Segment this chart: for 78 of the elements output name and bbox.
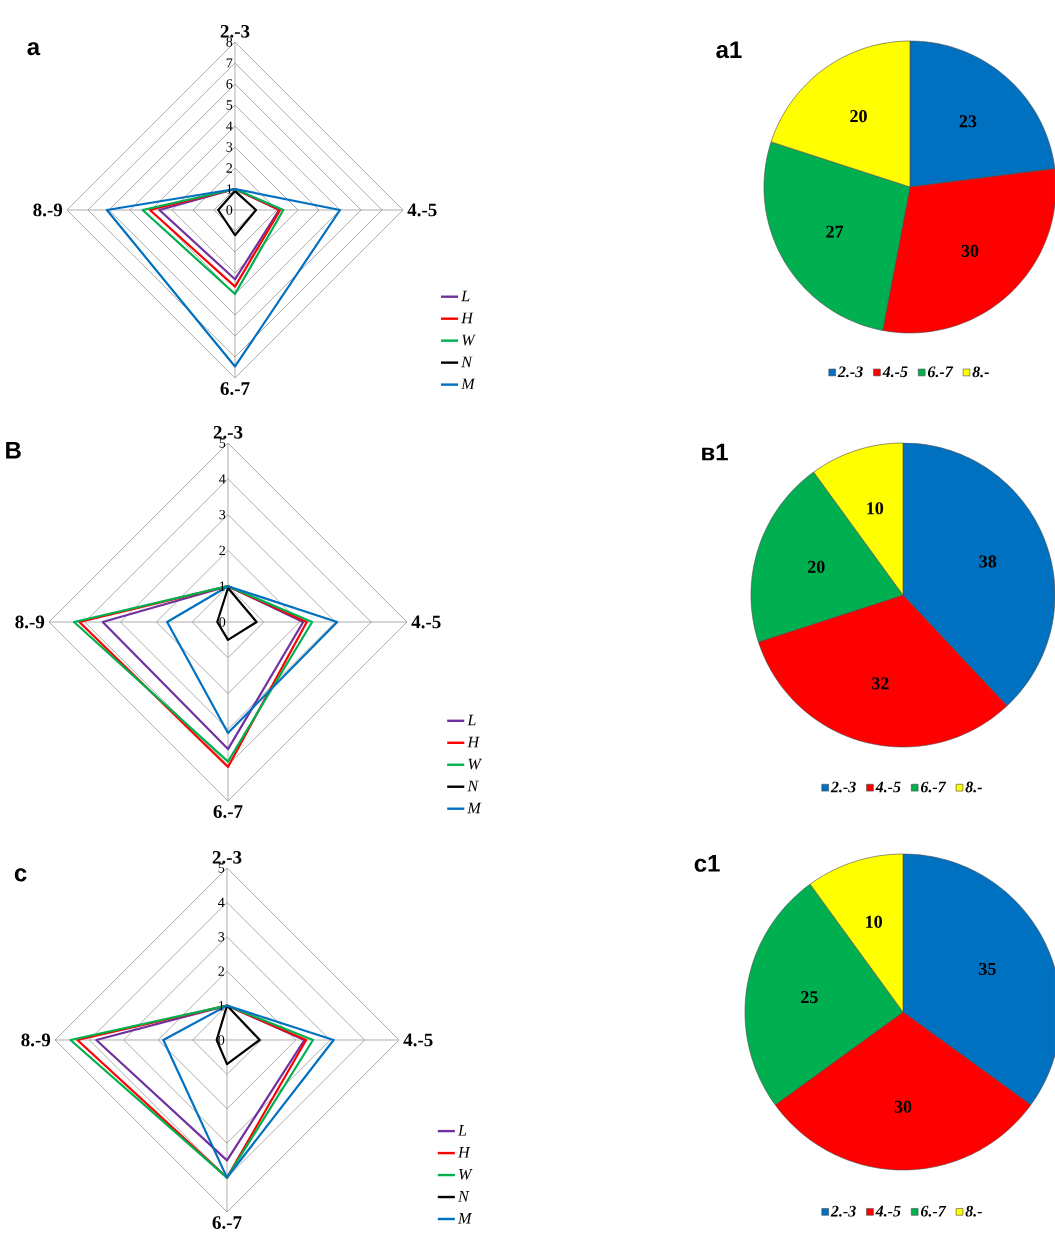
y-tick-label: 2 xyxy=(226,163,233,173)
spoke-label: 6.-7 xyxy=(212,1216,242,1230)
legend-label: N xyxy=(457,1191,470,1202)
spoke-label: 2.-3 xyxy=(220,24,250,38)
legend-label: 2.-3 xyxy=(837,366,863,378)
legend-label: W xyxy=(459,1169,473,1180)
legend-label: W xyxy=(468,758,483,770)
y-tick-label: 5 xyxy=(219,438,226,448)
data-label: 23 xyxy=(959,115,977,128)
legend-label: H xyxy=(461,312,474,324)
spoke-label: 2.-3 xyxy=(212,850,242,864)
y-tick-label: 5 xyxy=(218,863,225,873)
text: B xyxy=(6,441,21,459)
data-label: 35 xyxy=(979,962,996,975)
data-label: 25 xyxy=(801,991,818,1004)
y-tick-label: 4 xyxy=(218,897,225,907)
legend-label: L xyxy=(457,1125,467,1136)
chart-title: a1 xyxy=(716,41,742,59)
spoke-label: 4.-5 xyxy=(407,203,437,217)
legend-label: W xyxy=(462,334,476,346)
y-tick-label: 0 xyxy=(218,1035,225,1045)
spoke-label: 8.-9 xyxy=(15,615,45,629)
legend-label: N xyxy=(467,780,479,792)
legend-label: M xyxy=(457,1213,473,1224)
y-tick-label: 3 xyxy=(226,142,233,152)
data-label: 38 xyxy=(979,555,997,568)
data-label: 30 xyxy=(894,1100,912,1113)
data-label: 10 xyxy=(867,502,884,515)
chart-title: c1 xyxy=(694,855,720,872)
spoke-label: 6.-7 xyxy=(213,805,243,819)
chart-title: a xyxy=(27,42,41,56)
data-label: 30 xyxy=(961,244,979,257)
legend-label: 8.- xyxy=(972,366,989,378)
y-tick-label: 1 xyxy=(220,581,225,591)
legend-label: N xyxy=(461,356,473,368)
spoke-label: 8.-9 xyxy=(33,203,63,217)
y-tick-label: 1 xyxy=(227,184,232,194)
legend-label: 2.-3 xyxy=(830,781,856,793)
legend-label: H xyxy=(457,1147,471,1158)
data-label: 20 xyxy=(850,110,867,123)
y-tick-label: 3 xyxy=(218,932,225,942)
y-tick-label: 6 xyxy=(226,79,233,89)
y-tick-label: 1 xyxy=(219,1000,224,1011)
chart-title: в1 xyxy=(702,443,728,461)
y-tick-label: 8 xyxy=(226,37,233,47)
legend-label: 4.-5 xyxy=(875,781,901,793)
legend-label: L xyxy=(467,714,476,726)
spoke-label: 6.-7 xyxy=(220,382,250,396)
legend-label: 6.-7 xyxy=(920,1205,947,1217)
legend-label: 4.-5 xyxy=(875,1205,901,1217)
y-tick-label: 4 xyxy=(226,121,233,131)
legend-label: 6.-7 xyxy=(920,781,947,793)
legend-label: L xyxy=(461,290,470,302)
legend-label: 2.-3 xyxy=(830,1205,856,1217)
data-label: 27 xyxy=(826,225,844,238)
spoke-label: 4.-5 xyxy=(403,1033,433,1047)
legend-label: 6.-7 xyxy=(927,366,954,378)
y-tick-label: 0 xyxy=(219,617,226,627)
legend-label: M xyxy=(461,378,476,390)
data-label: 20 xyxy=(808,560,825,573)
y-tick-label: 4 xyxy=(219,474,226,484)
chart-title: c xyxy=(14,868,27,882)
y-tick-label: 0 xyxy=(226,205,233,215)
legend-label: 8.- xyxy=(965,781,982,793)
spoke-label: 8.-9 xyxy=(21,1033,51,1047)
y-tick-label: 2 xyxy=(218,966,225,976)
legend-label: 4.-5 xyxy=(882,366,908,378)
y-tick-label: 2 xyxy=(219,545,226,556)
spoke-label: 2.-3 xyxy=(213,425,243,439)
legend-label: H xyxy=(467,736,480,748)
y-tick-label: 7 xyxy=(226,58,233,68)
legend-label: 8.- xyxy=(965,1205,982,1217)
data-label: 32 xyxy=(871,677,889,690)
y-tick-label: 5 xyxy=(226,100,233,110)
data-label: 10 xyxy=(866,915,883,928)
y-tick-label: 3 xyxy=(219,509,226,520)
spoke-label: 4.-5 xyxy=(411,615,441,629)
legend-label: M xyxy=(467,802,482,814)
